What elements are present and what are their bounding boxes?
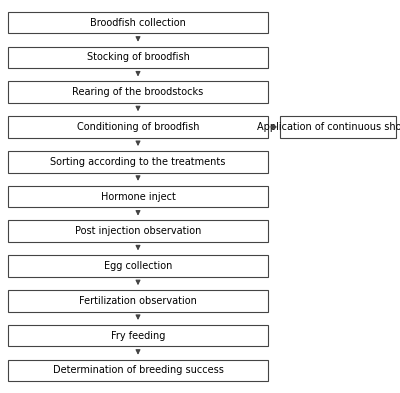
FancyBboxPatch shape [8,360,268,381]
Text: Determination of breeding success: Determination of breeding success [52,365,224,375]
Text: Rearing of the broodstocks: Rearing of the broodstocks [72,87,204,97]
FancyBboxPatch shape [8,220,268,242]
FancyBboxPatch shape [8,46,268,68]
FancyBboxPatch shape [8,81,268,103]
Text: Application of continuous shower: Application of continuous shower [257,122,400,132]
Text: Sorting according to the treatments: Sorting according to the treatments [50,157,226,167]
Text: Post injection observation: Post injection observation [75,226,201,236]
FancyBboxPatch shape [8,255,268,277]
Text: Stocking of broodfish: Stocking of broodfish [86,52,190,62]
Text: Fry feeding: Fry feeding [111,331,165,341]
FancyBboxPatch shape [8,151,268,173]
FancyBboxPatch shape [8,290,268,312]
FancyBboxPatch shape [8,325,268,347]
FancyBboxPatch shape [280,116,396,138]
FancyBboxPatch shape [8,116,268,138]
Text: Conditioning of broodfish: Conditioning of broodfish [77,122,199,132]
FancyBboxPatch shape [8,186,268,208]
Text: Broodfish collection: Broodfish collection [90,18,186,28]
FancyBboxPatch shape [8,12,268,33]
Text: Hormone inject: Hormone inject [100,191,176,202]
Text: Egg collection: Egg collection [104,261,172,271]
Text: Fertilization observation: Fertilization observation [79,296,197,306]
